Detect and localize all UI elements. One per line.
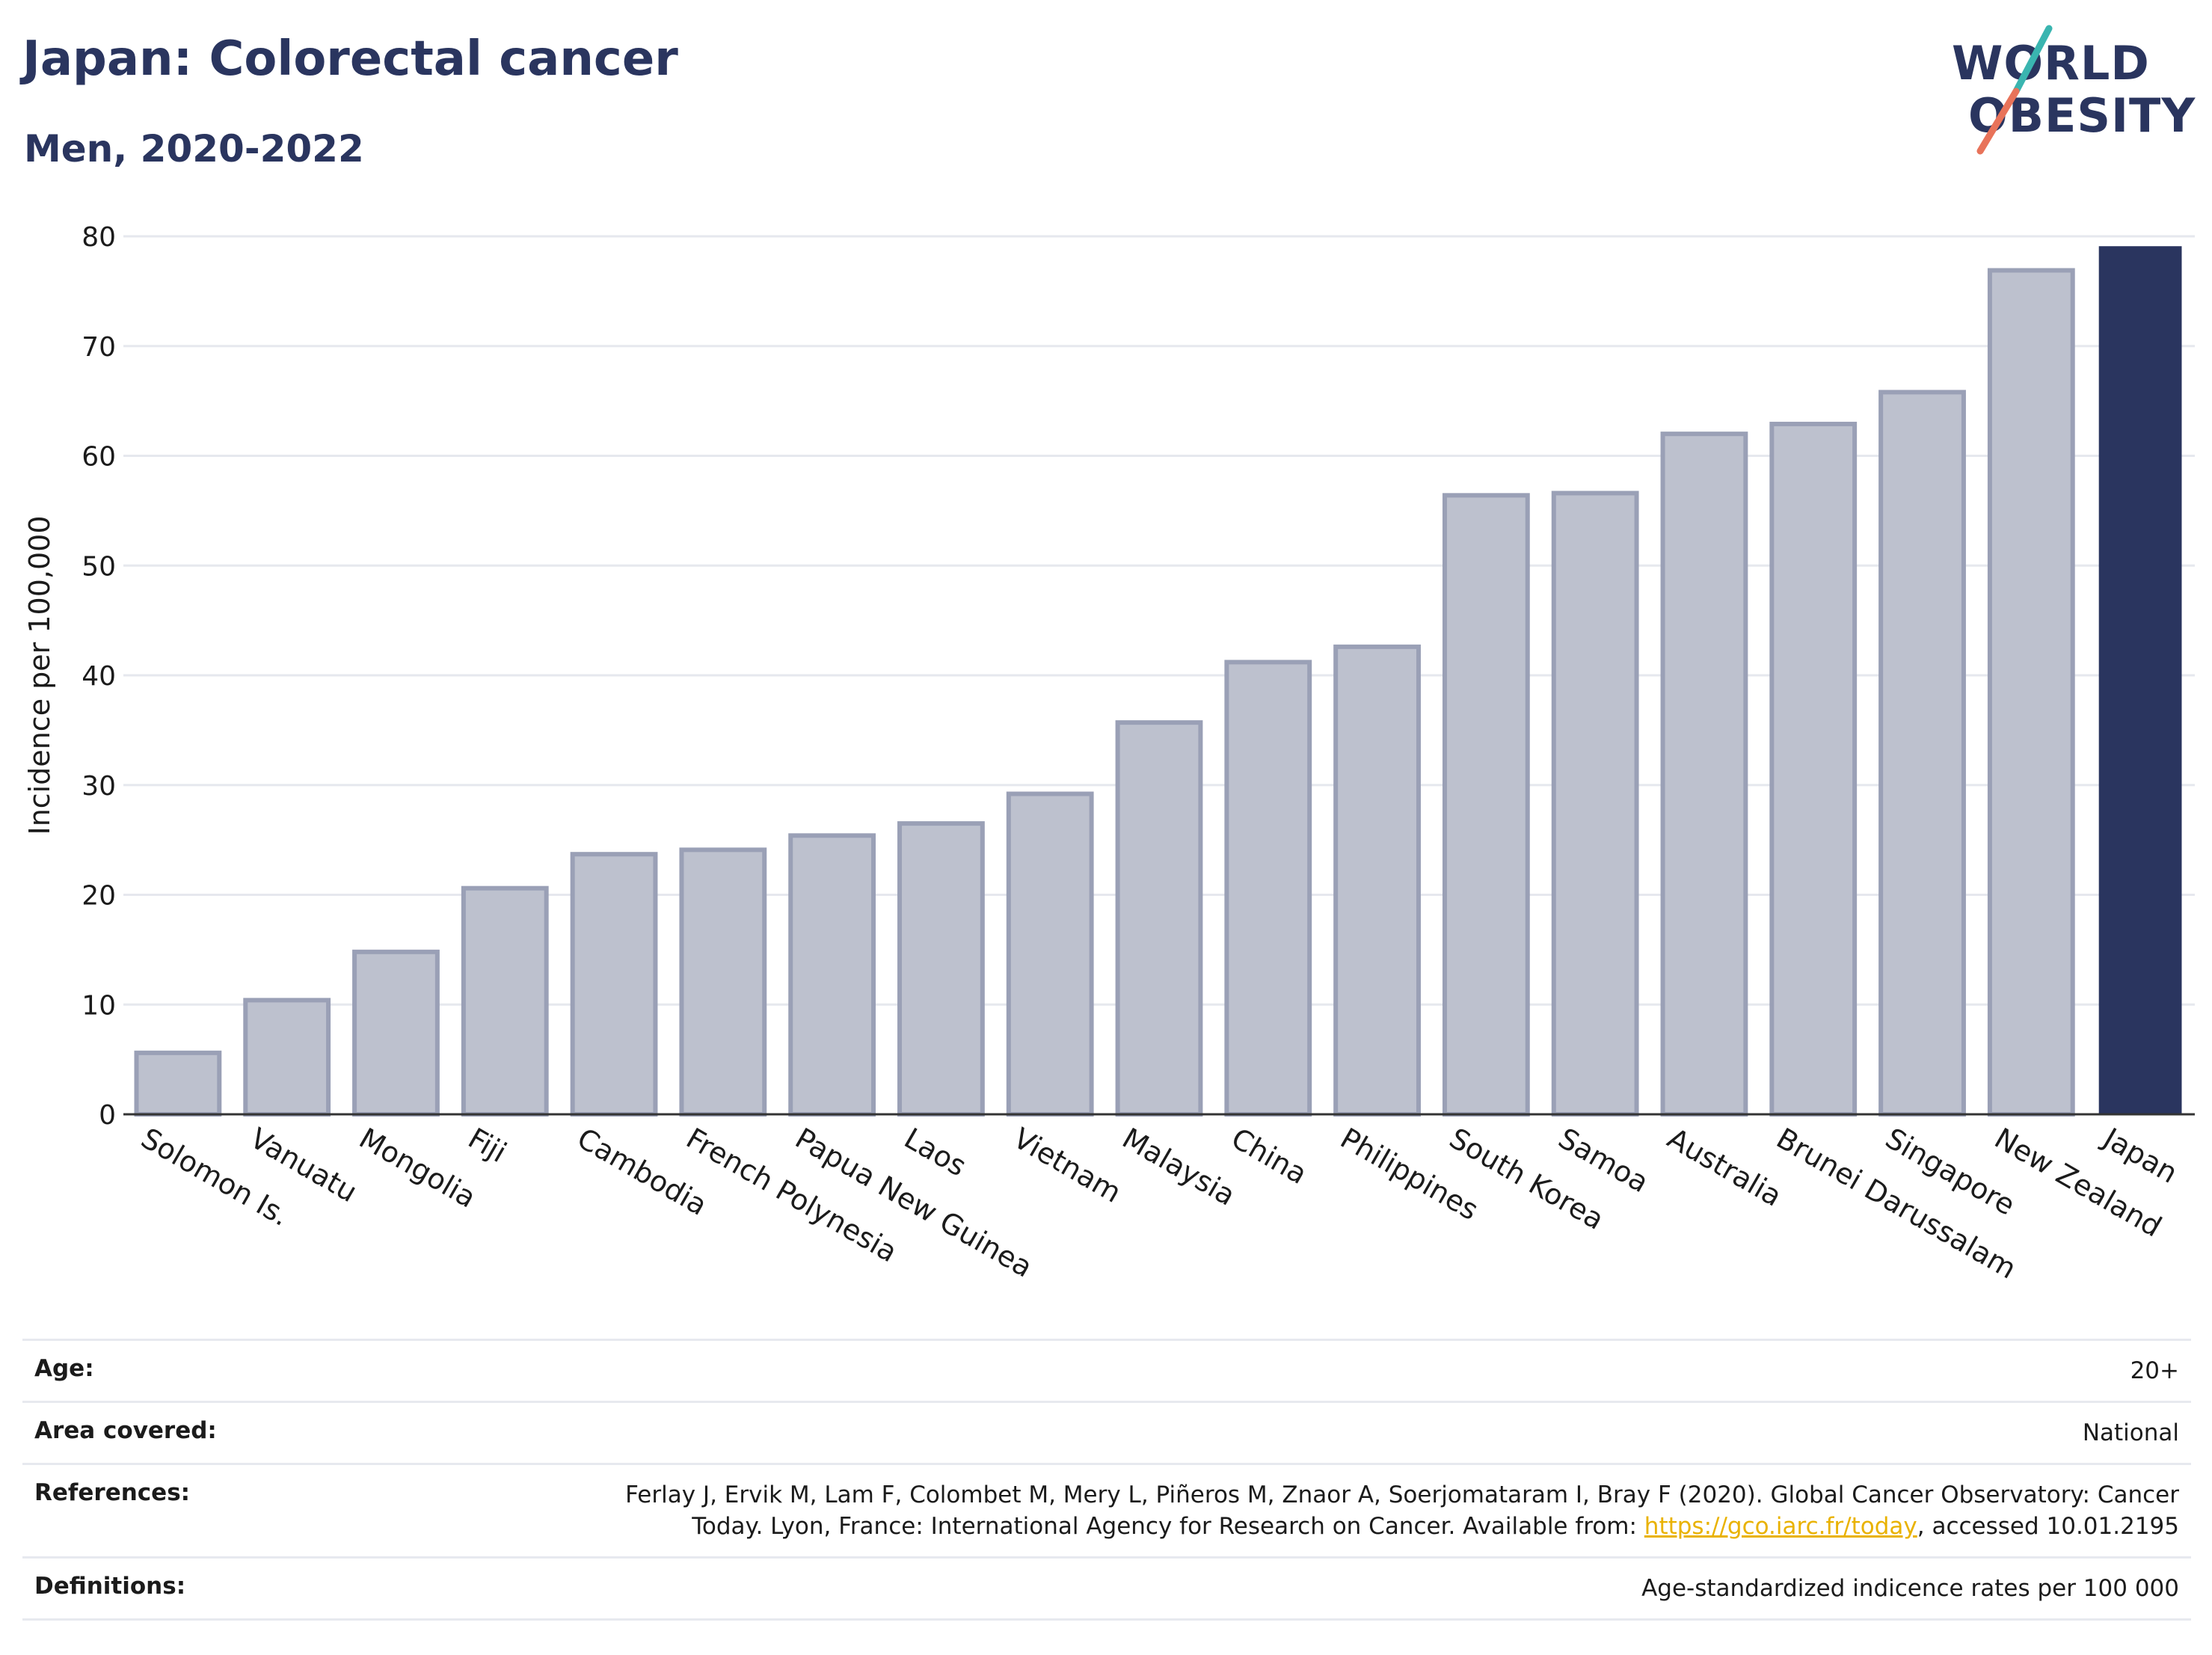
bar-mongolia [352,949,440,1117]
bar-japan [2098,246,2182,1114]
bar-malaysia [1115,720,1203,1117]
bar-fiji [461,885,549,1117]
info-label-area: Area covered: [34,1417,217,1444]
info-label-definitions: Definitions: [34,1573,186,1600]
chart-bars [134,246,2182,1117]
logo-slash-icon [1976,25,2053,155]
y-tick-label: 70 [82,332,116,363]
x-tick-label: Mongolia [354,1122,482,1215]
x-tick-label: Fiji [463,1122,512,1169]
y-tick-label: 80 [82,222,116,253]
x-tick-label: Laos [899,1122,972,1183]
info-label-age: Age: [34,1355,94,1382]
info-row-area: Area covered: National [22,1401,2191,1463]
reference-accessed: , accessed 10.01.2195 [1917,1513,2179,1540]
y-tick-label: 50 [82,551,116,582]
bar-australia [1660,432,1748,1117]
y-axis-ticks: 0 10 20 30 40 50 60 70 80 [82,222,116,1131]
y-tick-label: 30 [82,771,116,802]
bar-vietnam [1006,791,1094,1117]
info-value-definitions: Age-standardized indicence rates per 100… [1641,1575,2179,1602]
bar-vanuatu [243,998,331,1117]
bar-french-polynesia [679,847,767,1117]
info-table: Age: 20+ Area covered: National Referenc… [22,1339,2191,1621]
reference-line-2: Today. Lyon, France: International Agenc… [22,1511,2179,1542]
reference-link[interactable]: https://gco.iarc.fr/today [1644,1513,1917,1540]
x-tick-label: Vietnam [1008,1122,1127,1209]
page-subtitle: Men, 2020-2022 [24,127,364,171]
info-value-area: National [2082,1419,2179,1446]
info-row-definitions: Definitions: Age-standardized indicence … [22,1556,2191,1621]
info-row-references: References: Ferlay J, Ervik M, Lam F, Co… [22,1463,2191,1556]
bar-chart: 0 10 20 30 40 50 60 70 80 Solomon Is.VanuatuMong… [23,222,2195,1286]
reference-text: Today. Lyon, France: International Agenc… [692,1513,1644,1540]
reference-line-1: Ferlay J, Ervik M, Lam F, Colombet M, Me… [625,1481,2179,1508]
y-tick-label: 60 [82,442,116,473]
bar-samoa [1551,491,1639,1117]
bar-papua-new-guinea [788,833,876,1117]
y-tick-label: 10 [82,990,116,1021]
info-row-age: Age: 20+ [22,1339,2191,1401]
bar-solomon-is [134,1050,222,1117]
y-tick-label: 20 [82,881,116,912]
x-tick-label: Japan [2097,1121,2184,1190]
logo-text-obesity: OBESITY [1968,88,2196,143]
bar-china [1224,660,1312,1117]
bar-brunei-darussalam [1769,421,1858,1117]
x-tick-label: Malaysia [1117,1122,1241,1212]
x-tick-label: Australia [1662,1122,1787,1213]
info-value-age: 20+ [2130,1357,2179,1384]
bar-laos [897,821,985,1117]
y-axis-label: Incidence per 100,000 [23,515,56,835]
x-tick-label: China [1226,1122,1312,1191]
bar-south-korea [1442,493,1530,1117]
y-tick-label: 0 [99,1100,116,1131]
world-obesity-logo: WORLD OBESITY [1952,22,2199,157]
bar-new-zealand [1987,268,2075,1117]
page-title: Japan: Colorectal cancer [22,31,678,87]
bar-philippines [1333,644,1421,1117]
bar-cambodia [570,852,658,1117]
bar-singapore [1878,390,1966,1117]
logo-text-world: WORLD [1952,36,2150,90]
info-label-references: References: [34,1479,191,1506]
y-tick-label: 40 [82,661,116,692]
info-value-references: Ferlay J, Ervik M, Lam F, Colombet M, Me… [22,1465,2191,1542]
